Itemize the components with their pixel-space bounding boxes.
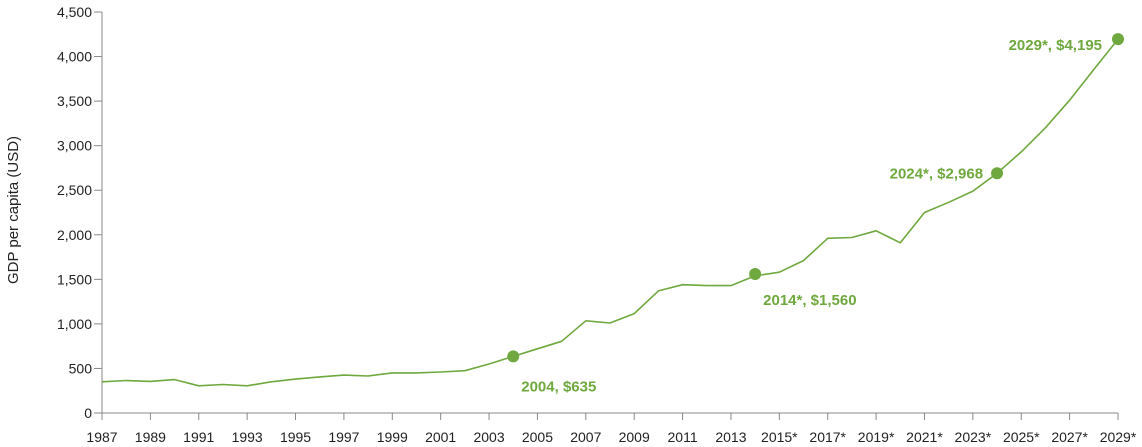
x-tick-label: 2017* (809, 429, 846, 445)
y-tick-label: 0 (84, 405, 92, 421)
highlight-point (991, 167, 1004, 180)
x-tick-label: 2001 (425, 429, 456, 445)
ticks: 0 500 1,000 1,500 2,000 2,500 3,000 3,500 4,000 4… (57, 4, 1137, 445)
x-tick-label: 1995 (280, 429, 311, 445)
x-tick-label: 2013 (715, 429, 746, 445)
x-tick-label: 2029* (1100, 429, 1137, 445)
x-tick-label: 2011 (668, 429, 698, 445)
x-tick-label: 2015* (761, 429, 798, 445)
x-tick-label: 1991 (183, 429, 214, 445)
point-label: 2029*, $4,195 (1009, 37, 1102, 54)
y-axis-title: GDP per capita (USD) (5, 136, 22, 284)
x-tick-label: 1989 (135, 429, 166, 445)
point-label: 2014*, $1,560 (763, 292, 856, 309)
x-tick-label: 1993 (232, 429, 263, 445)
x-tick-label: 2023* (955, 429, 992, 445)
axes (101, 12, 1118, 414)
y-tick-label: 4,500 (57, 4, 92, 20)
x-tick-label: 2007 (570, 429, 601, 445)
highlight-point (1112, 33, 1124, 46)
x-tick-label: 1987 (86, 429, 117, 445)
x-tick-label: 2019* (858, 429, 895, 445)
y-tick-label: 4,000 (57, 49, 92, 65)
point-label: 2024*, $2,968 (890, 165, 983, 182)
x-tick-label: 2009 (619, 429, 650, 445)
x-tick-label: 2003 (473, 429, 504, 445)
y-tick-label: 3,500 (57, 93, 92, 109)
x-tick-label: 1997 (328, 429, 359, 445)
x-tick-label: 2005 (522, 429, 553, 445)
y-tick-label: 500 (69, 360, 93, 376)
x-tick-label: 2027* (1051, 429, 1088, 445)
x-tick-label: 2021* (906, 429, 943, 445)
point-label: 2004, $635 (521, 378, 596, 395)
y-tick-label: 1,000 (57, 316, 92, 332)
annotations: 2004, $635 2014*, $1,560 2024*, $2,968 2029… (507, 33, 1124, 395)
x-tick-label: 2025* (1003, 429, 1040, 445)
y-tick-label: 2,000 (57, 227, 92, 243)
y-tick-label: 3,000 (57, 138, 92, 154)
highlight-point (749, 267, 762, 280)
y-tick-label: 2,500 (57, 182, 92, 198)
x-tick-label: 1999 (377, 429, 408, 445)
highlight-point (507, 350, 520, 363)
series-line (101, 38, 1119, 387)
y-tick-label: 1,500 (57, 271, 92, 287)
plot-area (101, 38, 1119, 387)
